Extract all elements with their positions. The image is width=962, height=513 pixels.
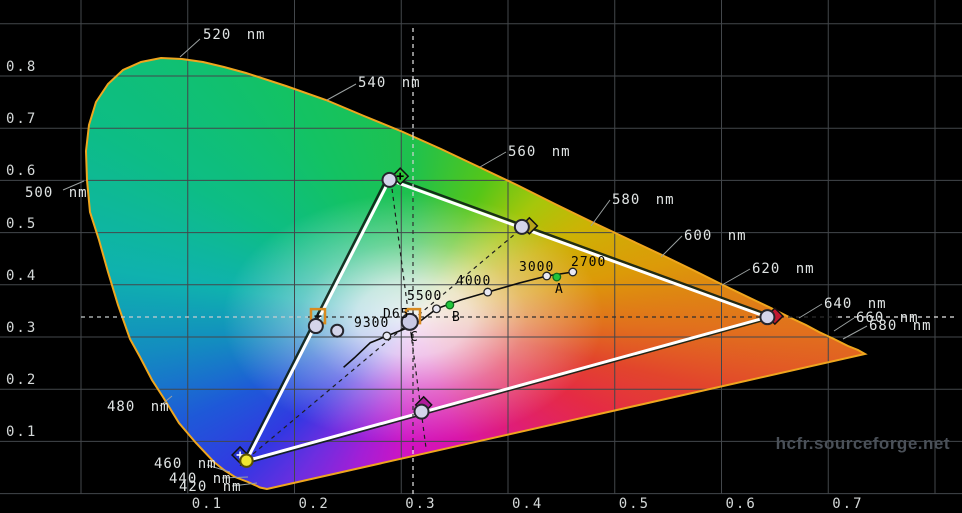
wavelength-leader-line (721, 268, 751, 286)
y-tick-0.5: 0.5 (6, 215, 38, 232)
wavelength-label-640: 640 nm (824, 296, 887, 312)
y-tick-0.8: 0.8 (6, 59, 38, 75)
magenta-secondary-point[interactable] (413, 403, 430, 420)
wavelength-leader-line (833, 317, 855, 332)
x-tick-0.4: 0.4 (512, 496, 544, 512)
wavelength-label-480: 480 nm (107, 399, 170, 415)
cct-label-3000: 3000 (519, 260, 555, 275)
wavelength-leader-line (479, 151, 507, 168)
wavelength-label-580: 580 nm (612, 192, 675, 208)
wavelength-label-520: 520 nm (203, 27, 266, 43)
cct-point-3000[interactable] (542, 271, 552, 281)
cct-label-9300: 9300 (354, 316, 390, 331)
y-tick-0.7: 0.7 (6, 111, 38, 128)
green-primary-point[interactable] (381, 171, 398, 188)
wavelength-leader-line (590, 199, 611, 227)
white-measure-point[interactable] (330, 323, 345, 338)
white-measure-point[interactable] (307, 318, 324, 335)
cct-label-D65: D65 (383, 307, 410, 322)
wavelength-label-540: 540 nm (358, 75, 421, 91)
illuminant-measure-B[interactable] (445, 300, 455, 310)
wavelength-label-560: 560 nm (508, 144, 571, 160)
cct-point-4000[interactable] (483, 287, 493, 297)
wavelength-label-420: 420 nm (179, 479, 242, 495)
wavelength-label-500: 500 nm (25, 185, 88, 201)
wavelength-label-600: 600 nm (684, 228, 747, 244)
wavelength-leader-line (62, 180, 85, 191)
x-tick-0.6: 0.6 (725, 496, 757, 512)
wavelength-leader-line (159, 395, 173, 407)
blue-yellow-axis (246, 228, 522, 460)
illuminant-measure-A[interactable] (552, 272, 562, 282)
wavelength-leader-line (798, 303, 823, 319)
wavelength-leader-line (231, 482, 258, 487)
x-tick-0.3: 0.3 (405, 496, 437, 512)
y-tick-0.6: 0.6 (6, 163, 38, 180)
x-tick-0.7: 0.7 (832, 496, 864, 512)
y-tick-0.4: 0.4 (6, 267, 38, 284)
y-tick-0.1: 0.1 (6, 424, 38, 441)
cct-label-B: B (452, 310, 461, 325)
cct-label-A: A (555, 282, 564, 297)
cct-point-9300[interactable] (382, 331, 392, 341)
y-tick-0.3: 0.3 (6, 320, 38, 336)
wavelength-label-440: 440 nm (169, 471, 232, 487)
wavelength-leader-line (326, 83, 357, 101)
x-tick-0.2: 0.2 (298, 496, 330, 512)
cct-label-4000: 4000 (456, 274, 492, 289)
cct-label-C: C (410, 330, 419, 345)
blue-primary-point-selected[interactable] (239, 453, 254, 468)
red-primary-point[interactable] (759, 309, 776, 326)
spectral-locus-outline (84, 56, 868, 491)
cct-label-2700: 2700 (571, 255, 607, 270)
wavelength-leader-line (206, 464, 231, 473)
wavelength-leader-line (179, 38, 201, 58)
wavelength-label-680: 680 nm (869, 318, 932, 334)
yellow-secondary-point[interactable] (513, 218, 530, 235)
x-tick-0.5: 0.5 (618, 496, 651, 512)
cct-label-5500: 5500 (407, 289, 443, 304)
cct-point-2700[interactable] (568, 267, 578, 277)
wavelength-label-620: 620 nm (752, 261, 815, 277)
cct-point-5500[interactable] (432, 304, 441, 314)
wavelength-label-660: 660 nm (856, 310, 919, 326)
wavelength-leader-line (842, 325, 868, 340)
wavelength-leader-line (660, 235, 683, 258)
wavelength-label-460: 460 nm (154, 456, 217, 472)
watermark: hcfr.sourceforge.net (775, 434, 950, 453)
y-tick-0.2: 0.2 (6, 372, 38, 389)
wavelength-leader-line (221, 476, 249, 479)
blackbody-curve (343, 271, 573, 368)
d65-white-point[interactable] (400, 312, 419, 331)
x-tick-0.1: 0.1 (191, 496, 224, 512)
